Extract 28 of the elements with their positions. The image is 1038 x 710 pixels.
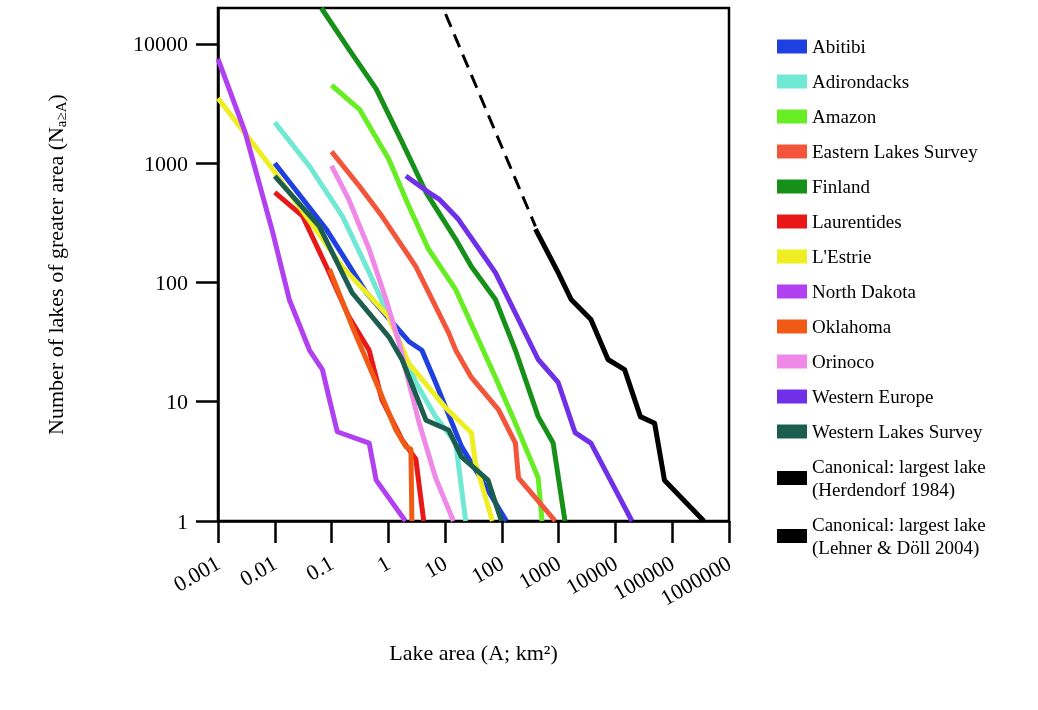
legend-label: Western Europe <box>812 386 934 407</box>
y-tick-label: 100 <box>155 269 188 295</box>
legend-label: Western Lakes Survey <box>812 421 983 442</box>
legend-label: North Dakota <box>812 281 917 302</box>
x-tick-label: 0.001 <box>168 550 225 597</box>
legend-label: Abitibi <box>812 36 866 57</box>
legend-label: Orinoco <box>812 351 875 372</box>
legend-label: Canonical: largest lake (Lehner & Döll 2004) <box>812 514 991 559</box>
legend-label: L'Estrie <box>812 246 872 267</box>
legend-label: Canonical: largest lake (Herdendorf 1984) <box>812 456 991 501</box>
y-axis-title: Number of lakes of greater area (Na≥A) <box>43 94 69 435</box>
x-tick-label: 0.01 <box>235 550 282 592</box>
x-tick-label: 100 <box>467 550 509 589</box>
x-tick-label: 1 <box>372 550 395 578</box>
y-tick-label: 10000 <box>133 31 188 57</box>
legend-label: Laurentides <box>812 211 902 232</box>
x-tick-label: 10 <box>419 550 452 583</box>
x-tick-label: 0.1 <box>301 550 338 586</box>
legend-label: Amazon <box>812 106 877 127</box>
y-tick-label: 1 <box>177 508 188 534</box>
x-tick-label: 1000 <box>514 550 565 594</box>
legend-label: Eastern Lakes Survey <box>812 141 979 162</box>
legend-label: Finland <box>812 176 871 197</box>
x-axis-title: Lake area (A; km²) <box>389 639 558 665</box>
legend-label: Oklahoma <box>812 316 892 337</box>
y-tick-label: 10 <box>166 389 188 415</box>
y-tick-label: 1000 <box>144 150 188 176</box>
legend-label: Adirondacks <box>812 71 910 92</box>
